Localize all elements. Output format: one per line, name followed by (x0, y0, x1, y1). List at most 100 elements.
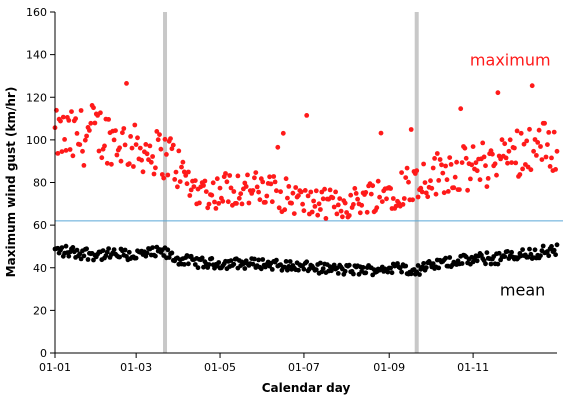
maximum-point (305, 193, 311, 199)
maximum-point (423, 190, 429, 196)
maximum-point (338, 208, 344, 214)
maximum-point (368, 191, 374, 197)
x-tick-label: 01-05 (204, 361, 236, 374)
vertical-band-2 (414, 12, 419, 353)
mean-point (186, 261, 191, 267)
maximum-point (269, 199, 275, 205)
y-tick-label: 100 (26, 134, 47, 147)
maximum-point (441, 190, 447, 196)
maximum-point (364, 209, 370, 215)
mean-point (195, 265, 201, 271)
maximum-point (421, 161, 426, 167)
maximum-point (205, 205, 211, 211)
y-tick-label: 160 (26, 6, 47, 19)
mean-point (443, 255, 448, 261)
maximum-point (238, 191, 244, 197)
maximum-point (374, 205, 380, 211)
maximum-point (102, 143, 107, 149)
y-tick-label: 120 (26, 91, 47, 104)
maximum-point (485, 176, 491, 181)
mean-point (133, 255, 139, 261)
maximum-point (99, 155, 105, 161)
maximum-point (235, 173, 241, 179)
maximum-point (377, 194, 382, 200)
mean-point (459, 261, 465, 266)
maximum-point (78, 108, 84, 113)
annotation-mean: mean (500, 280, 545, 299)
mean-point (100, 248, 106, 254)
maximum-series (52, 81, 560, 221)
mean-point (528, 251, 534, 257)
mean-point (527, 246, 532, 252)
maximum-point (480, 140, 486, 146)
maximum-point (462, 145, 468, 151)
maximum-point (131, 164, 136, 169)
mean-point (483, 261, 488, 267)
maximum-point (342, 200, 348, 206)
maximum-point (223, 171, 228, 176)
maximum-point (202, 178, 208, 184)
maximum-point (334, 211, 340, 217)
maximum-point (388, 186, 393, 191)
maximum-point (92, 120, 98, 126)
mean-point (258, 266, 264, 272)
maximum-point (88, 120, 94, 126)
mean-point (242, 266, 248, 271)
y-tick-label: 60 (33, 219, 47, 232)
maximum-point (252, 175, 257, 181)
maximum-point (436, 178, 442, 183)
mean-point (342, 268, 348, 274)
maximum-point (150, 154, 156, 159)
maximum-point (448, 162, 454, 167)
mean-point (313, 267, 319, 273)
maximum-point (443, 163, 448, 169)
mean-point (546, 253, 552, 259)
mean-point (252, 256, 257, 262)
mean-point (81, 253, 87, 259)
mean-point (415, 263, 421, 268)
maximum-point (401, 196, 407, 201)
maximum-point (535, 140, 541, 145)
maximum-point (96, 148, 102, 154)
maximum-point (302, 188, 308, 193)
x-tick-label: 01-09 (373, 361, 405, 374)
mean-point (520, 247, 525, 253)
maximum-point (192, 178, 198, 184)
maximum-point (503, 155, 509, 161)
maximum-point (77, 142, 83, 148)
maximum-point (104, 160, 110, 166)
mean-point (320, 266, 326, 271)
maximum-point (133, 142, 139, 148)
maximum-point (512, 145, 517, 151)
mean-point (509, 249, 514, 255)
maximum-point (457, 187, 462, 193)
maximum-point (296, 193, 301, 199)
mean-point (216, 260, 222, 265)
maximum-point (538, 144, 543, 149)
maximum-point (274, 188, 279, 194)
maximum-point (183, 173, 189, 178)
maximum-point (355, 196, 360, 202)
maximum-point (59, 149, 65, 155)
y-tick-label: 80 (33, 177, 47, 190)
maximum-point (524, 138, 530, 144)
maximum-point (447, 155, 453, 161)
maximum-point (280, 130, 286, 136)
mean-point (496, 250, 502, 256)
mean-point (153, 253, 158, 259)
maximum-point (216, 201, 222, 206)
mean-point (228, 258, 234, 263)
mean-point (150, 245, 156, 251)
x-axis-label: Calendar day (262, 381, 351, 395)
mean-point (165, 247, 171, 253)
maximum-point (120, 130, 125, 136)
maximum-point (184, 181, 190, 187)
vertical-bands (163, 12, 419, 353)
maximum-point (309, 209, 315, 215)
maximum-point (126, 161, 132, 167)
mean-point (363, 270, 369, 276)
maximum-point (114, 152, 120, 158)
maximum-point (129, 145, 135, 151)
maximum-point (463, 155, 469, 161)
maximum-point (301, 208, 307, 214)
